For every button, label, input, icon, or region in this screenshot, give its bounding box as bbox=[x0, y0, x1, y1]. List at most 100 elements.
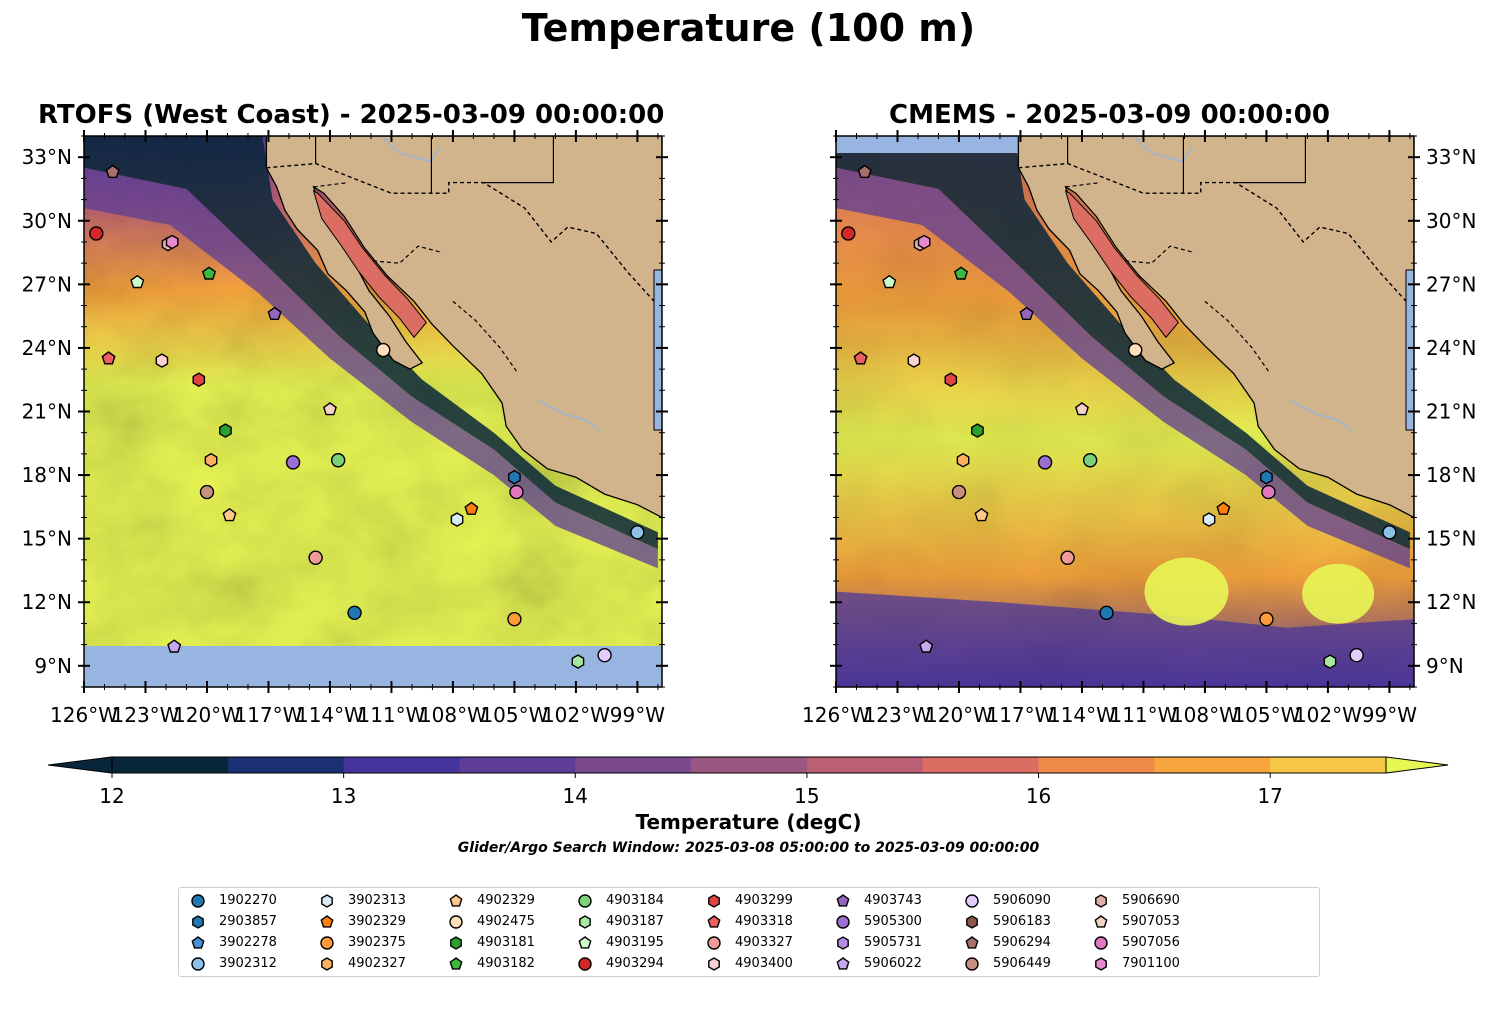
float-marker-4903318 bbox=[101, 351, 116, 365]
float-marker-7901100 bbox=[917, 234, 931, 250]
legend-marker-icon bbox=[965, 957, 979, 971]
legend-marker-5905731 bbox=[837, 936, 849, 950]
legend-label: 4903743 bbox=[864, 893, 922, 908]
lat-tick-label: 21°N bbox=[1426, 400, 1476, 424]
legend-marker-icon bbox=[836, 957, 850, 970]
float-marker-3902312 bbox=[1382, 525, 1397, 540]
float-marker-4903184 bbox=[330, 453, 346, 468]
legend-marker-icon bbox=[192, 915, 204, 929]
legend-marker-icon bbox=[708, 957, 720, 971]
float-marker-4903400 bbox=[155, 353, 169, 368]
lon-tick-label: 105°W bbox=[480, 703, 548, 727]
float-marker-4903195 bbox=[130, 274, 145, 289]
float-marker-5907053 bbox=[1074, 402, 1089, 416]
float-marker-4903182 bbox=[953, 266, 969, 280]
float-marker-5907056 bbox=[1261, 484, 1276, 500]
figure-title: Temperature (100 m) bbox=[521, 6, 976, 50]
legend-marker-3902313 bbox=[321, 894, 333, 908]
float-marker-3902312 bbox=[630, 525, 645, 540]
colorbar-tick-label: 16 bbox=[1026, 784, 1051, 808]
legend-marker-5905300 bbox=[836, 915, 850, 929]
legend-marker-icon bbox=[836, 915, 850, 929]
float-marker-4903294 bbox=[841, 226, 856, 241]
lat-tick-label: 18°N bbox=[1426, 463, 1476, 487]
float-legend: 1902270 2903857 3902278 3902312 3902313 39023… bbox=[178, 887, 1320, 977]
legend-label: 4902329 bbox=[477, 893, 535, 908]
legend-label: 4903299 bbox=[735, 893, 793, 908]
lon-tick-label: 111°W bbox=[357, 703, 425, 727]
legend-label: 4902475 bbox=[477, 914, 535, 929]
legend-marker-icon bbox=[578, 894, 592, 908]
float-marker-5906022 bbox=[919, 639, 934, 653]
float-marker-5907056 bbox=[509, 484, 524, 500]
legend-marker-icon bbox=[1094, 936, 1108, 950]
legend-label: 3902329 bbox=[348, 914, 406, 929]
legend-marker-4903187 bbox=[579, 915, 591, 929]
float-marker-3902313 bbox=[1202, 512, 1216, 527]
legend-label: 4903294 bbox=[606, 956, 664, 971]
float-marker-3902313 bbox=[450, 512, 464, 527]
float-marker-2903857 bbox=[1260, 469, 1273, 485]
legend-marker-icon bbox=[965, 894, 979, 908]
float-marker-3902329 bbox=[464, 501, 479, 515]
lon-tick-label: 99°W bbox=[610, 703, 665, 727]
lon-tick-label: 114°W bbox=[296, 703, 364, 727]
legend-marker-icon bbox=[965, 936, 979, 949]
legend-marker-3902312 bbox=[191, 957, 205, 971]
legend-marker-icon bbox=[449, 894, 463, 907]
lon-tick-label: 102°W bbox=[1294, 703, 1362, 727]
lat-tick-label: 33°N bbox=[1426, 145, 1476, 169]
lat-tick-label: 15°N bbox=[1426, 527, 1476, 551]
lon-tick-label: 120°W bbox=[173, 703, 241, 727]
lat-tick-label: 12°N bbox=[1426, 590, 1476, 614]
lon-tick-label: 123°W bbox=[864, 703, 932, 727]
float-marker-4903294 bbox=[89, 226, 104, 241]
search-window-note: Glider/Argo Search Window: 2025-03-08 05… bbox=[457, 840, 1040, 856]
float-marker-1902270 bbox=[347, 605, 362, 621]
legend-label: 4903181 bbox=[477, 935, 535, 950]
colorbar-segment bbox=[922, 757, 1040, 773]
lat-tick-label: 27°N bbox=[1426, 272, 1476, 296]
colorbar-segment bbox=[459, 757, 576, 773]
colorbar-extend-low bbox=[47, 756, 113, 774]
legend-marker-3902278 bbox=[191, 936, 205, 949]
legend-marker-icon bbox=[966, 915, 978, 929]
legend-marker-4903743 bbox=[836, 894, 850, 907]
legend-marker-4902327 bbox=[321, 957, 333, 971]
float-marker-1902270 bbox=[1099, 605, 1114, 621]
legend-label: 5905300 bbox=[864, 914, 922, 929]
legend-marker-icon bbox=[708, 894, 720, 908]
colorbar-label: Temperature (degC) bbox=[635, 810, 862, 834]
legend-marker-7901100 bbox=[1095, 957, 1107, 971]
legend-marker-icon bbox=[579, 915, 591, 929]
float-marker-3902375 bbox=[507, 611, 522, 627]
legend-marker-icon bbox=[578, 957, 592, 971]
legend-marker-5906022 bbox=[836, 957, 850, 970]
legend-label: 3902375 bbox=[348, 935, 406, 950]
legend-label: 5907056 bbox=[1122, 935, 1180, 950]
lat-tick-label: 21°N bbox=[22, 400, 72, 424]
lon-tick-label: 120°W bbox=[925, 703, 993, 727]
legend-marker-icon bbox=[1095, 894, 1107, 908]
panel-title-cmems: CMEMS - 2025-03-09 00:00:00 bbox=[889, 100, 1330, 130]
legend-label: 5906090 bbox=[993, 893, 1051, 908]
float-marker-4903743 bbox=[1019, 306, 1034, 320]
colorbar-tick-label: 12 bbox=[99, 784, 124, 808]
legend-marker-icon bbox=[321, 957, 333, 971]
legend-marker-5907056 bbox=[1094, 936, 1108, 950]
float-marker-5906090 bbox=[597, 648, 612, 663]
float-marker-4903299 bbox=[192, 372, 206, 388]
legend-marker-icon bbox=[1095, 957, 1107, 971]
float-marker-5906090 bbox=[1349, 648, 1364, 663]
legend-marker-4903299 bbox=[708, 894, 720, 908]
float-marker-2903857 bbox=[508, 469, 521, 485]
lon-tick-label: 126°W bbox=[802, 703, 870, 727]
legend-label: 5906183 bbox=[993, 914, 1051, 929]
float-marker-4903299 bbox=[944, 372, 958, 388]
lon-tick-label: 105°W bbox=[1232, 703, 1300, 727]
float-marker-3902329 bbox=[1216, 501, 1231, 515]
legend-label: 4903187 bbox=[606, 914, 664, 929]
lon-tick-label: 117°W bbox=[234, 703, 302, 727]
colorbar-segment bbox=[1038, 757, 1155, 773]
